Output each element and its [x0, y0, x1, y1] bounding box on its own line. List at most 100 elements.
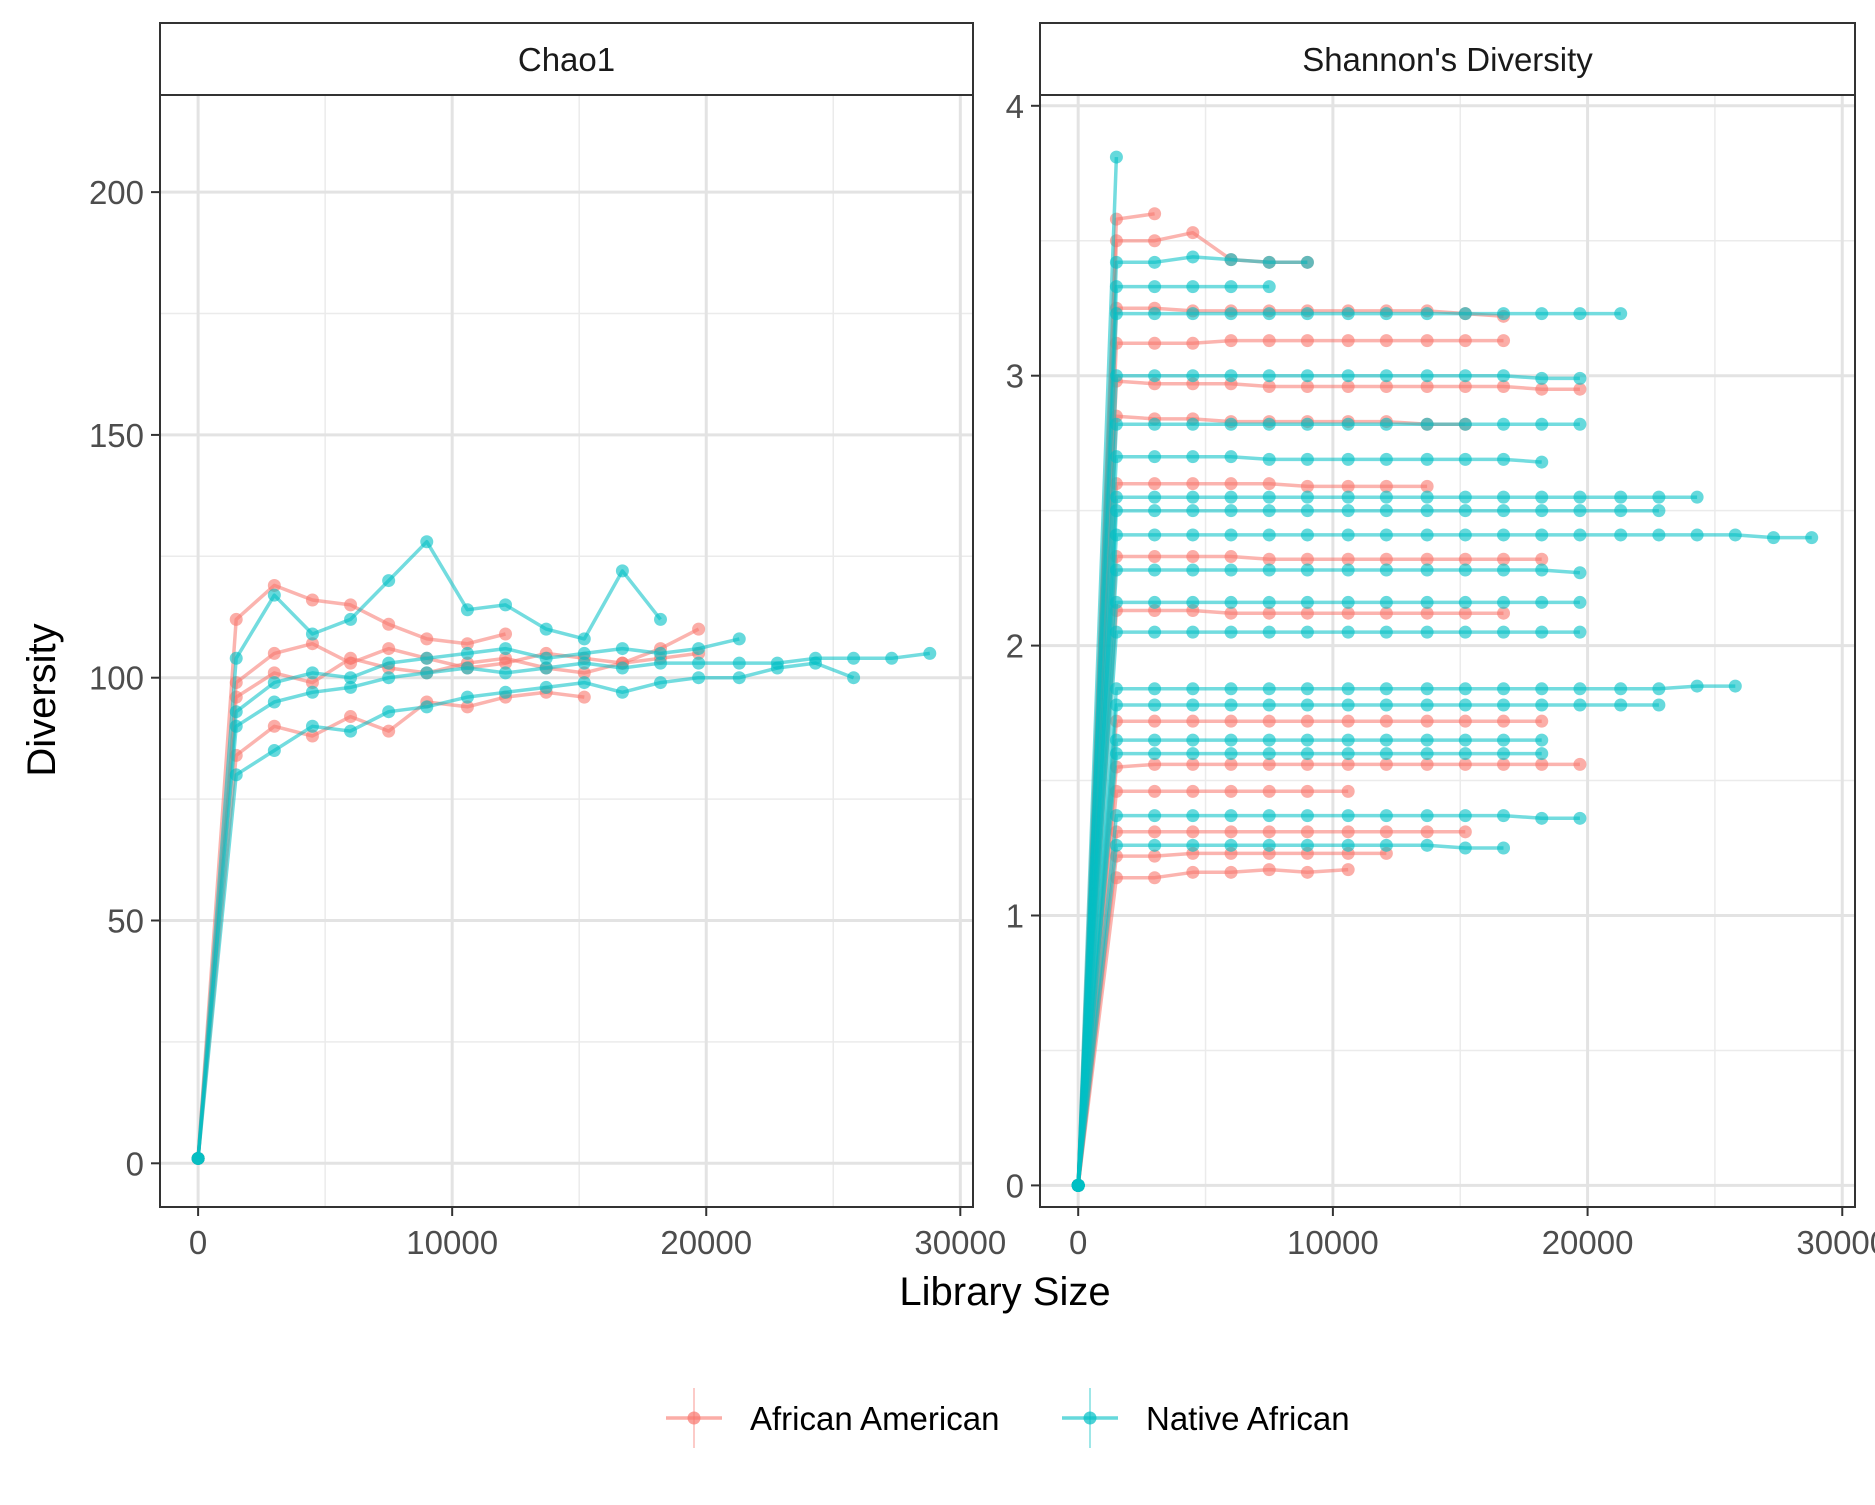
data-point-african-american — [1497, 606, 1511, 620]
data-point-native-african — [1224, 563, 1238, 577]
x-tick-label: 0 — [1069, 1224, 1087, 1261]
data-point-native-african — [1379, 452, 1393, 466]
data-point-african-american — [577, 690, 591, 704]
data-point-native-african — [1573, 371, 1587, 385]
data-point-native-african — [267, 676, 281, 690]
data-point-native-african — [1262, 595, 1276, 609]
data-point-native-african — [1614, 307, 1628, 321]
data-point-native-african — [1262, 307, 1276, 321]
data-point-native-african — [615, 564, 629, 578]
data-point-african-american — [1186, 550, 1200, 564]
x-tick-label: 30000 — [1796, 1224, 1875, 1261]
data-point-african-american — [1262, 757, 1276, 771]
data-point-native-african — [1497, 307, 1511, 321]
data-point-african-american — [344, 710, 358, 724]
data-point-african-american — [1148, 784, 1162, 798]
data-point-african-american — [1148, 757, 1162, 771]
data-point-african-american — [1186, 784, 1200, 798]
data-point-native-african — [1109, 490, 1123, 504]
data-point-native-african — [420, 666, 434, 680]
data-point-african-american — [1224, 784, 1238, 798]
data-point-african-american — [1224, 825, 1238, 839]
data-point-african-american — [1109, 212, 1123, 226]
data-point-african-american — [1148, 477, 1162, 491]
data-point-native-african — [1148, 369, 1162, 383]
data-point-african-american — [1224, 477, 1238, 491]
data-point-native-african — [1148, 504, 1162, 518]
data-point-african-american — [1341, 757, 1355, 771]
data-point-native-african — [1458, 682, 1472, 696]
legend-item-native-african: Native African — [1062, 1388, 1350, 1448]
data-point-native-african — [1148, 625, 1162, 639]
data-point-native-african — [1148, 682, 1162, 696]
data-point-african-american — [1148, 336, 1162, 350]
data-point-african-american — [1186, 865, 1200, 879]
data-point-native-african — [344, 680, 358, 694]
data-point-native-african — [1186, 682, 1200, 696]
data-point-native-african — [1109, 809, 1123, 823]
data-point-native-african — [1148, 417, 1162, 431]
data-point-african-american — [1300, 784, 1314, 798]
data-point-native-african — [1224, 280, 1238, 294]
data-point-native-african — [1224, 747, 1238, 761]
data-point-native-african — [1420, 369, 1434, 383]
data-point-african-american — [267, 719, 281, 733]
data-point-native-african — [1262, 280, 1276, 294]
series-native-african — [1071, 490, 1704, 1192]
data-point-native-african — [1497, 504, 1511, 518]
data-point-native-african — [885, 651, 899, 665]
data-point-native-african — [1458, 490, 1472, 504]
data-point-native-african — [1573, 417, 1587, 431]
data-point-native-african — [1535, 417, 1549, 431]
data-point-native-african — [1341, 452, 1355, 466]
data-point-african-american — [1535, 757, 1549, 771]
data-point-native-african — [1224, 450, 1238, 464]
data-point-native-african — [1614, 504, 1628, 518]
data-point-native-african — [1109, 733, 1123, 747]
series-native-african — [191, 646, 937, 1165]
data-point-native-african — [1224, 838, 1238, 852]
data-point-native-african — [808, 656, 822, 670]
data-point-native-african — [1341, 369, 1355, 383]
data-point-native-african — [1420, 417, 1434, 431]
y-tick-label: 0 — [126, 1145, 144, 1182]
data-point-african-american — [1341, 479, 1355, 493]
data-point-african-american — [1458, 379, 1472, 393]
data-point-african-american — [1341, 784, 1355, 798]
data-point-native-african — [539, 651, 553, 665]
data-point-african-american — [1300, 479, 1314, 493]
data-point-native-african — [1186, 450, 1200, 464]
data-point-native-african — [1497, 841, 1511, 855]
x-axis-label: Library Size — [899, 1270, 1110, 1314]
data-point-native-african — [1458, 563, 1472, 577]
data-point-native-african — [1497, 733, 1511, 747]
data-point-native-african — [1420, 504, 1434, 518]
data-point-african-american — [499, 656, 513, 670]
data-point-african-american — [1573, 757, 1587, 771]
data-point-native-african — [344, 612, 358, 626]
data-point-native-african — [1341, 809, 1355, 823]
data-point-native-african — [1614, 490, 1628, 504]
data-point-native-african — [1300, 733, 1314, 747]
data-point-native-african — [1652, 490, 1666, 504]
x-tick-label: 0 — [189, 1224, 207, 1261]
data-point-native-african — [1420, 452, 1434, 466]
data-point-native-african — [1573, 307, 1587, 321]
data-point-african-american — [1341, 606, 1355, 620]
series-native-african — [1071, 250, 1314, 1192]
data-point-native-african — [1186, 490, 1200, 504]
data-point-native-african — [1300, 369, 1314, 383]
series-native-african — [1071, 838, 1511, 1192]
y-tick-label: 150 — [89, 417, 144, 454]
data-point-native-african — [1420, 563, 1434, 577]
data-point-native-african — [1109, 369, 1123, 383]
data-point-native-african — [1109, 255, 1123, 269]
data-point-african-american — [1458, 334, 1472, 348]
data-point-native-african — [1186, 369, 1200, 383]
data-point-native-african — [460, 690, 474, 704]
data-point-african-american — [344, 656, 358, 670]
data-point-african-american — [1420, 757, 1434, 771]
data-point-african-american — [420, 632, 434, 646]
data-point-african-american — [1379, 606, 1393, 620]
